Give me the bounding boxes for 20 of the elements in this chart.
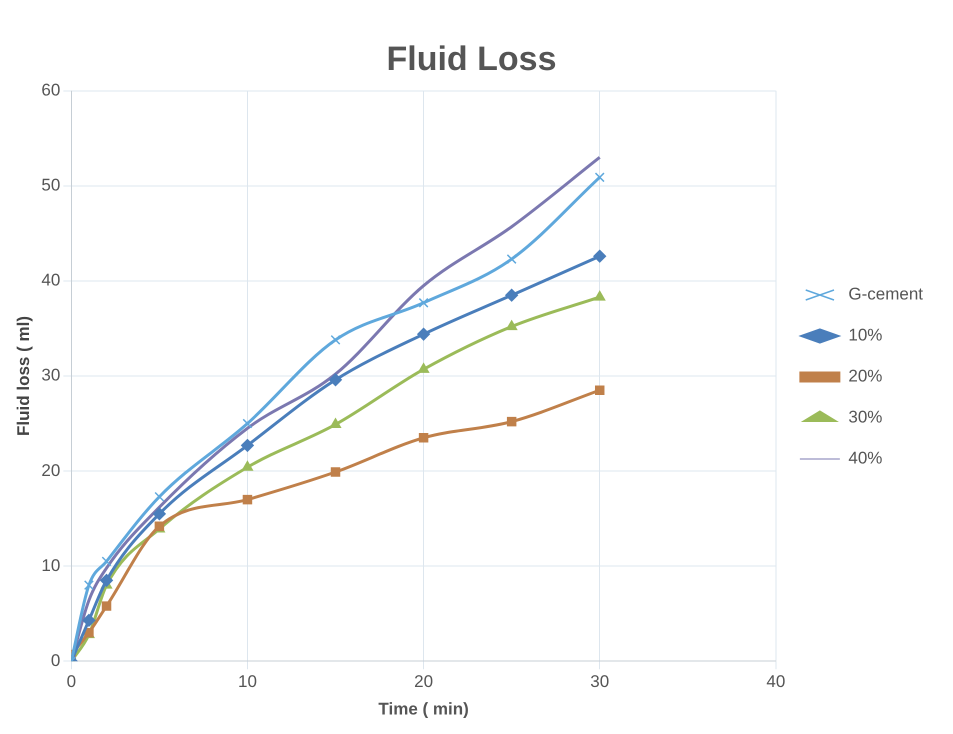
legend-label: 40%: [848, 448, 882, 468]
y-tick-label: 0: [50, 650, 60, 670]
x-tick-label: 40: [766, 672, 786, 692]
chart-title: Fluid Loss: [386, 40, 556, 78]
legend-label: G-cement: [848, 284, 924, 304]
y-tick-label: 20: [41, 460, 60, 480]
x-tick-label: 20: [414, 672, 434, 692]
x-tick-label: 10: [238, 672, 257, 692]
y-tick-label: 30: [41, 366, 60, 385]
x-tick-label: 30: [590, 672, 610, 692]
y-tick-label: 40: [41, 270, 60, 290]
legend-label: 30%: [848, 408, 882, 427]
y-tick-label: 60: [41, 80, 60, 100]
y-axis-title: Fluid loss ( ml): [14, 316, 33, 436]
y-tick-label: 10: [41, 556, 60, 575]
legend-label: 20%: [848, 366, 882, 386]
x-axis-title: Time ( min): [378, 699, 469, 718]
legend-label: 10%: [848, 326, 882, 345]
y-tick-label: 50: [41, 176, 60, 195]
x-tick-label: 0: [66, 672, 76, 692]
